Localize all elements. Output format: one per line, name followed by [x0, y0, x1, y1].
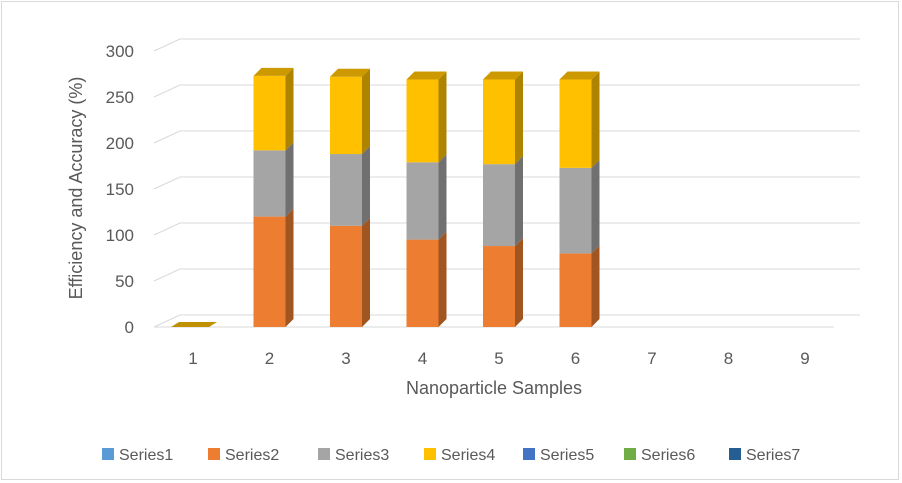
- bar-segment: [330, 225, 362, 327]
- bar-top: [559, 71, 600, 80]
- x-tick-label: 5: [494, 349, 503, 368]
- y-tick-label: 0: [125, 318, 134, 337]
- legend: Series1 Series2 Series3 Series4 Series5 Serie…: [102, 447, 800, 464]
- bar-top: [330, 68, 370, 77]
- legend-swatch: [102, 448, 114, 460]
- bar-segment-side: [515, 71, 523, 165]
- bar-segment: [559, 253, 592, 327]
- bar-segment: [483, 246, 515, 327]
- bar-top: [483, 71, 523, 80]
- y-tick-label: 150: [106, 180, 134, 199]
- legend-label: Series4: [441, 447, 495, 464]
- x-tick-label: 9: [800, 349, 809, 368]
- x-tick-label: 2: [265, 349, 274, 368]
- legend-swatch: [523, 448, 535, 460]
- bar-segment-side: [362, 146, 370, 226]
- x-axis-ticks: 1 2 3 4 5 6 7 8 9: [188, 349, 809, 368]
- bar-segment-side: [438, 71, 447, 163]
- bar-segment-side: [362, 68, 370, 155]
- gridline: [153, 268, 860, 282]
- gridline: [153, 130, 860, 144]
- legend-swatch: [208, 448, 220, 460]
- bar-segment: [406, 79, 439, 163]
- bars: [171, 67, 600, 327]
- bar-segment-side: [438, 154, 447, 240]
- bar-segment: [253, 150, 286, 217]
- legend-label: Series7: [746, 447, 800, 464]
- bar-segment-side: [285, 142, 294, 217]
- legend-label: Series3: [335, 447, 389, 464]
- bar-segment-side: [591, 71, 600, 168]
- bar-segment: [253, 216, 286, 327]
- bar-segment: [559, 167, 592, 254]
- bar-segment: [406, 162, 439, 240]
- x-tick-label: 7: [647, 349, 656, 368]
- legend-swatch: [729, 448, 741, 460]
- y-tick-label: 50: [115, 272, 134, 291]
- y-tick-label: 300: [106, 42, 134, 61]
- bar-segment-side: [285, 67, 294, 151]
- legend-swatch: [424, 448, 436, 460]
- bar-top: [406, 71, 447, 80]
- gridline: [153, 314, 860, 328]
- bar-segment: [253, 75, 286, 151]
- legend-swatch: [318, 448, 330, 460]
- y-axis-ticks: 0 50 100 150 200 250 300: [106, 42, 134, 337]
- bar-segment: [330, 154, 362, 226]
- bar-segment-side: [362, 217, 370, 327]
- bar-segment: [559, 79, 592, 168]
- bar-segment: [406, 239, 439, 327]
- x-tick-label: 6: [571, 349, 580, 368]
- bar-segment-side: [515, 156, 523, 247]
- gridline: [153, 38, 860, 52]
- gridline: [153, 222, 860, 236]
- x-tick-label: 3: [341, 349, 350, 368]
- gridline: [153, 84, 860, 98]
- bar-segment-side: [515, 238, 523, 327]
- legend-label: Series1: [119, 447, 173, 464]
- bar-segment: [330, 76, 362, 155]
- bar-segment-side: [285, 208, 294, 327]
- y-axis-title: Efficiency and Accuracy (%): [66, 77, 86, 300]
- bar-segment-side: [591, 159, 600, 254]
- legend-swatch: [624, 448, 636, 460]
- x-axis-title: Nanoparticle Samples: [406, 378, 582, 398]
- y-tick-label: 100: [106, 226, 134, 245]
- bar-segment: [483, 164, 515, 247]
- gridline: [153, 176, 860, 190]
- gridlines: [153, 38, 860, 328]
- bar-segment-side: [591, 245, 600, 327]
- bar-top: [253, 67, 294, 76]
- x-tick-label: 8: [724, 349, 733, 368]
- legend-label: Series6: [641, 447, 695, 464]
- bar-floor-plate: [171, 322, 217, 327]
- legend-label: Series5: [540, 447, 594, 464]
- legend-label: Series2: [225, 447, 279, 464]
- y-tick-label: 250: [106, 88, 134, 107]
- bar-segment: [483, 79, 515, 165]
- x-tick-label: 1: [188, 349, 197, 368]
- x-tick-label: 4: [418, 349, 427, 368]
- bar-segment-side: [438, 231, 447, 327]
- y-tick-label: 200: [106, 134, 134, 153]
